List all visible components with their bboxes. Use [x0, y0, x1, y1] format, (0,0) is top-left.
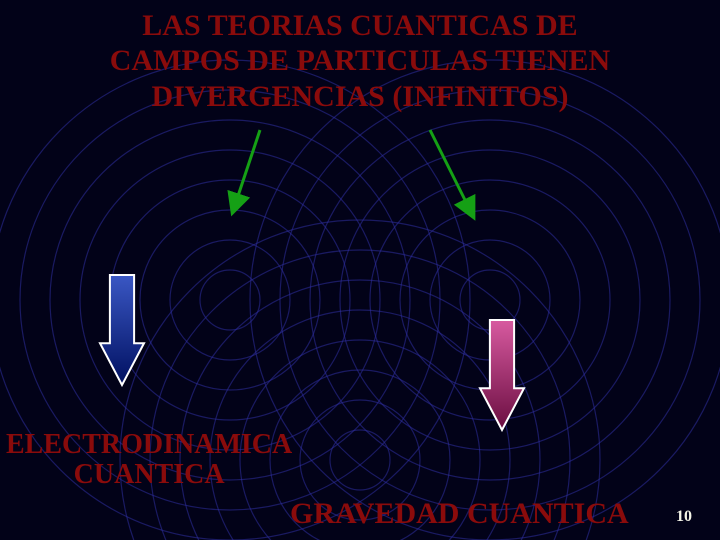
label-left-line1: ELECTRODINAMICA: [6, 429, 292, 460]
block-arrow-right: [480, 320, 524, 430]
slide-root: LAS TEORIAS CUANTICAS DE CAMPOS DE PARTI…: [0, 0, 720, 540]
label-left-line2: CUANTICA: [74, 459, 225, 490]
label-right-text: GRAVEDAD CUANTICA: [290, 497, 629, 530]
page-number: 10: [676, 508, 692, 526]
label-gravedad: GRAVEDAD CUANTICA: [290, 498, 629, 530]
page-number-text: 10: [676, 508, 692, 525]
label-electrodinamica: ELECTRODINAMICA CUANTICA: [6, 430, 292, 490]
block-arrow-left: [100, 275, 144, 385]
